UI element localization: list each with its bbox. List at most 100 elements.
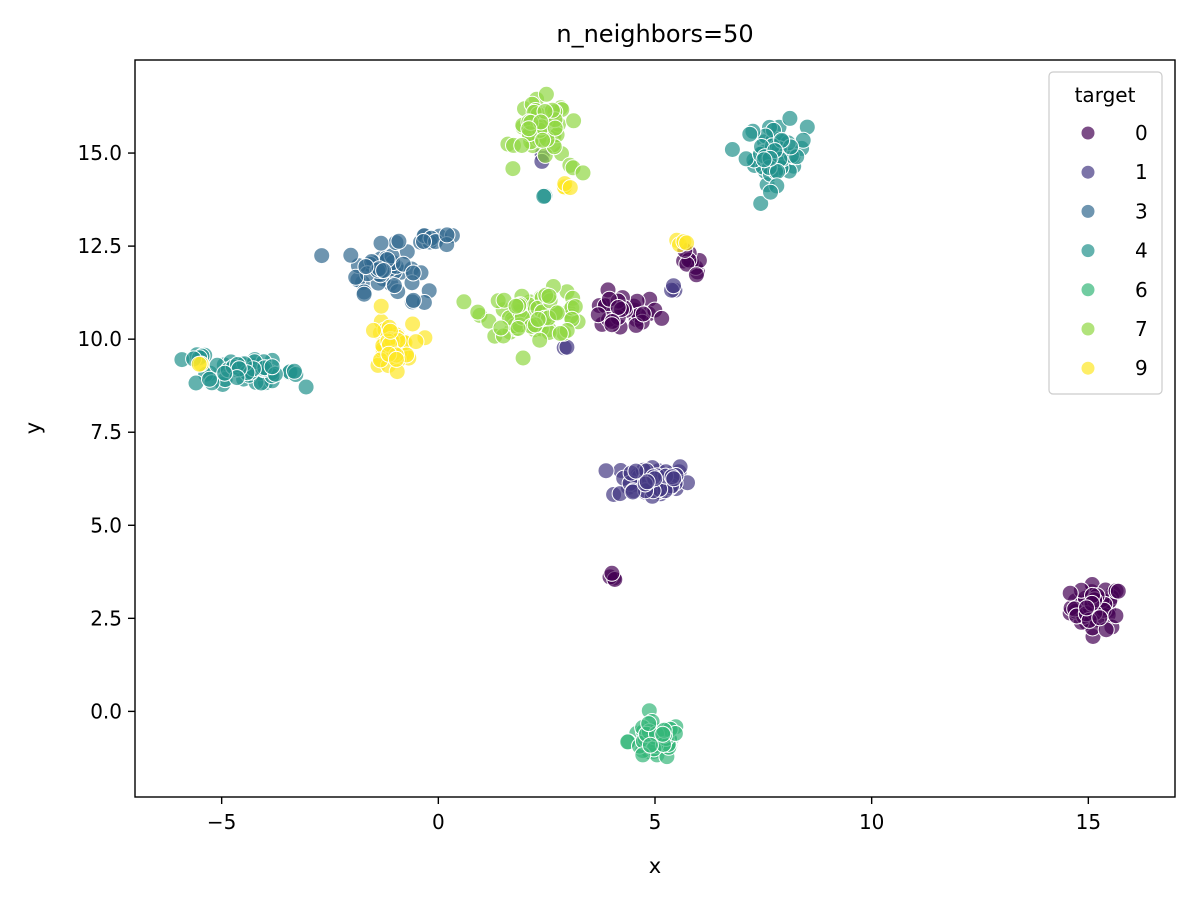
y-tick-label: 10.0 (77, 327, 122, 351)
scatter-point-target-9 (407, 333, 425, 351)
x-tick-label: 0 (432, 810, 445, 834)
scatter-point-target-7 (537, 85, 555, 103)
scatter-point-target-3 (372, 234, 390, 252)
scatter-point-target-7 (546, 119, 564, 137)
scatter-point-target-0 (603, 316, 621, 334)
scatter-point-target-9 (678, 234, 696, 252)
scatter-point-target-0 (687, 266, 705, 284)
scatter-point-target-9 (372, 297, 390, 315)
legend-marker-7 (1080, 321, 1096, 337)
scatter-point-target-7 (565, 112, 583, 130)
scatter-point-target-7 (551, 325, 569, 342)
scatter-point-target-4 (755, 151, 773, 169)
scatter-point-target-0 (589, 306, 607, 324)
scatter-point-target-6 (654, 725, 672, 743)
scatter-point-target-7 (469, 303, 487, 321)
scatter-point-target-4 (723, 141, 741, 158)
scatter-point-target-3 (342, 246, 360, 264)
scatter-point-target-1 (665, 277, 682, 295)
scatter-point-target-6 (641, 736, 659, 754)
legend-label-6: 6 (1135, 278, 1148, 302)
data-points (173, 85, 1127, 766)
scatter-point-target-3 (355, 285, 373, 303)
legend-label-4: 4 (1135, 239, 1148, 263)
x-axis-label: x (649, 854, 661, 878)
scatter-point-target-7 (548, 304, 566, 322)
y-tick-label: 7.5 (90, 420, 122, 444)
scatter-point-target-7 (574, 164, 592, 182)
legend-label-7: 7 (1135, 317, 1148, 341)
scatter-point-target-0 (1109, 582, 1127, 600)
scatter-point-target-4 (762, 183, 779, 201)
scatter-point-target-7 (455, 293, 473, 311)
scatter-point-target-4 (263, 358, 281, 376)
scatter-point-target-6 (640, 715, 658, 733)
scatter-point-target-7 (540, 287, 558, 305)
scatter-point-target-9 (404, 315, 422, 333)
scatter-point-target-0 (603, 564, 621, 582)
chart-title: n_neighbors=50 (556, 20, 753, 48)
y-axis-label: y (21, 422, 45, 434)
legend-label-0: 0 (1135, 121, 1148, 145)
y-tick-label: 0.0 (90, 699, 122, 723)
y-tick-label: 2.5 (90, 606, 122, 630)
scatter-point-target-4 (201, 370, 218, 388)
y-tick-label: 5.0 (90, 513, 122, 537)
scatter-point-target-0 (1107, 607, 1125, 625)
y-tick-label: 15.0 (77, 141, 122, 165)
x-tick-label: 15 (1076, 810, 1101, 834)
y-tick-label: 12.5 (77, 234, 122, 258)
x-tick-label: −5 (207, 810, 236, 834)
legend-label-1: 1 (1135, 160, 1148, 184)
scatter-point-target-7 (509, 320, 527, 337)
scatter-point-target-1 (627, 462, 645, 480)
scatter-point-target-7 (504, 160, 522, 178)
scatter-point-target-3 (347, 268, 365, 286)
scatter-point-target-0 (634, 305, 652, 323)
scatter-point-target-7 (507, 297, 525, 315)
legend-title: target (1075, 83, 1136, 107)
scatter-point-target-3 (404, 291, 422, 309)
scatter-point-target-0 (1061, 584, 1079, 602)
scatter-point-target-3 (313, 247, 331, 265)
scatter-point-target-4 (297, 378, 315, 396)
scatter-point-target-7 (531, 331, 549, 349)
scatter-point-target-3 (390, 232, 408, 250)
legend-marker-6 (1080, 282, 1096, 298)
scatter-point-target-4 (216, 364, 234, 382)
scatter-point-target-9 (561, 179, 579, 197)
scatter-point-target-4 (781, 109, 799, 127)
scatter-point-target-7 (492, 319, 510, 337)
x-tick-label: 10 (859, 810, 884, 834)
scatter-point-target-1 (638, 473, 656, 491)
legend-label-9: 9 (1135, 356, 1148, 380)
scatter-point-target-7 (514, 349, 532, 367)
scatter-point-target-3 (385, 277, 403, 295)
legend: target 0 1 3 4 6 7 9 (1048, 71, 1163, 395)
scatter-point-target-0 (1091, 609, 1109, 627)
scatter-point-target-4 (737, 150, 755, 168)
legend-marker-1 (1080, 164, 1096, 180)
scatter-point-target-7 (513, 137, 531, 154)
scatter-point-target-1 (624, 483, 642, 501)
scatter-point-target-9 (190, 355, 208, 373)
legend-marker-0 (1080, 125, 1096, 141)
scatter-point-target-9 (387, 350, 405, 368)
scatter-point-target-3 (375, 262, 393, 279)
scatter-point-target-3 (357, 258, 375, 276)
scatter-point-target-9 (365, 321, 382, 339)
scatter-point-target-9 (381, 322, 399, 340)
scatter-point-target-4 (535, 187, 553, 205)
x-axis-ticks: −5 0 5 10 15 (207, 797, 1101, 834)
legend-box (1048, 71, 1163, 395)
scatter-point-target-3 (438, 226, 456, 244)
scatter-point-target-3 (404, 264, 422, 282)
legend-marker-9 (1080, 360, 1096, 376)
scatter-point-target-7 (529, 310, 547, 328)
x-tick-label: 5 (649, 810, 662, 834)
scatter-point-target-1 (597, 462, 615, 480)
scatter-point-target-7 (534, 131, 552, 149)
legend-marker-4 (1080, 243, 1096, 259)
scatter-point-target-7 (520, 120, 538, 138)
